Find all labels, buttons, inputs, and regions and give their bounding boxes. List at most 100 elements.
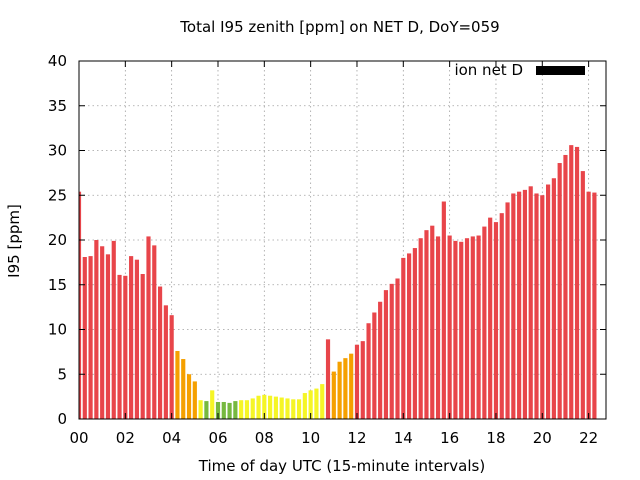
y-tick-label: 25 <box>48 186 67 204</box>
bar <box>511 193 516 419</box>
bar <box>430 225 435 419</box>
x-tick-label: 20 <box>533 429 552 447</box>
bar <box>181 359 186 419</box>
bar <box>268 395 273 419</box>
bar <box>528 186 533 419</box>
bar <box>372 312 377 419</box>
bar <box>580 171 585 419</box>
bar <box>447 235 452 419</box>
bar <box>134 259 139 419</box>
bar <box>574 146 580 420</box>
bar <box>534 193 539 419</box>
bar <box>592 192 597 419</box>
bar <box>424 230 429 419</box>
bar <box>378 301 383 419</box>
bar <box>157 286 163 419</box>
bar <box>325 339 331 419</box>
x-tick-label: 16 <box>440 429 459 447</box>
bar <box>557 163 562 419</box>
bar <box>186 374 192 419</box>
bar <box>546 184 551 419</box>
bar <box>331 371 336 419</box>
bar <box>499 213 504 419</box>
bar <box>401 257 406 419</box>
bar <box>233 401 238 419</box>
bar <box>296 399 302 419</box>
bar <box>105 254 111 419</box>
bar <box>441 201 446 419</box>
y-tick-label: 15 <box>48 276 67 294</box>
bar <box>262 394 267 419</box>
bar <box>395 278 400 419</box>
bar <box>453 240 458 419</box>
bar <box>279 397 284 419</box>
bar <box>285 398 290 419</box>
bar <box>540 195 545 419</box>
bars <box>79 145 597 420</box>
bar <box>464 238 470 419</box>
bar <box>412 248 417 419</box>
y-axis-label: I95 [ppm] <box>5 204 23 278</box>
bar <box>198 400 203 419</box>
y-tick-label: 5 <box>57 365 67 383</box>
x-tick-label: 18 <box>486 429 505 447</box>
y-tick-label: 0 <box>57 410 67 428</box>
x-tick-label: 12 <box>347 429 366 447</box>
legend-label: ion net D <box>454 61 523 79</box>
x-axis-label: Time of day UTC (15-minute intervals) <box>198 457 485 475</box>
chart-title: Total I95 zenith [ppm] on NET D, DoY=059 <box>179 18 499 36</box>
bar <box>389 283 394 419</box>
bar <box>204 401 209 419</box>
y-tick-label: 30 <box>48 142 67 160</box>
bar <box>117 274 122 419</box>
bar <box>563 154 568 419</box>
y-tick-label: 35 <box>48 97 67 115</box>
bar <box>360 341 365 419</box>
bar <box>407 253 412 419</box>
bar <box>146 236 151 419</box>
bar <box>129 256 134 419</box>
bar <box>308 390 313 419</box>
bar <box>82 257 87 419</box>
bar <box>343 358 348 419</box>
bar <box>569 145 574 419</box>
bar <box>354 344 360 419</box>
bar <box>418 238 423 419</box>
y-axis-ticks: 0 5 10 15 20 25 30 35 40 <box>48 52 606 428</box>
bar <box>470 236 475 419</box>
bar <box>505 202 510 419</box>
bar <box>227 402 232 419</box>
bar <box>244 400 250 419</box>
bar <box>493 222 499 419</box>
bar <box>551 178 556 419</box>
bar <box>215 401 221 419</box>
bar <box>88 256 93 419</box>
bar <box>256 395 261 419</box>
bar <box>94 240 99 419</box>
x-tick-label: 10 <box>301 429 320 447</box>
legend: ion net D <box>454 61 585 79</box>
bar <box>482 226 487 419</box>
bar <box>302 393 307 419</box>
bar <box>100 246 105 419</box>
bar <box>459 241 464 419</box>
bar <box>221 401 226 419</box>
y-tick-label: 10 <box>48 321 67 339</box>
bar <box>435 236 441 419</box>
bar <box>250 398 255 419</box>
x-axis-ticks: 00 02 04 06 08 10 12 14 16 18 20 22 <box>69 61 598 447</box>
bar <box>140 274 145 419</box>
x-tick-label: 06 <box>208 429 227 447</box>
bar <box>273 396 278 419</box>
bar <box>79 191 82 419</box>
bar <box>488 217 493 419</box>
bar <box>163 305 168 419</box>
bar <box>314 388 319 419</box>
x-tick-label: 22 <box>579 429 598 447</box>
bar <box>337 361 342 419</box>
bar <box>123 275 128 419</box>
x-tick-label: 14 <box>394 429 413 447</box>
bar <box>111 240 116 419</box>
bar <box>175 350 180 419</box>
